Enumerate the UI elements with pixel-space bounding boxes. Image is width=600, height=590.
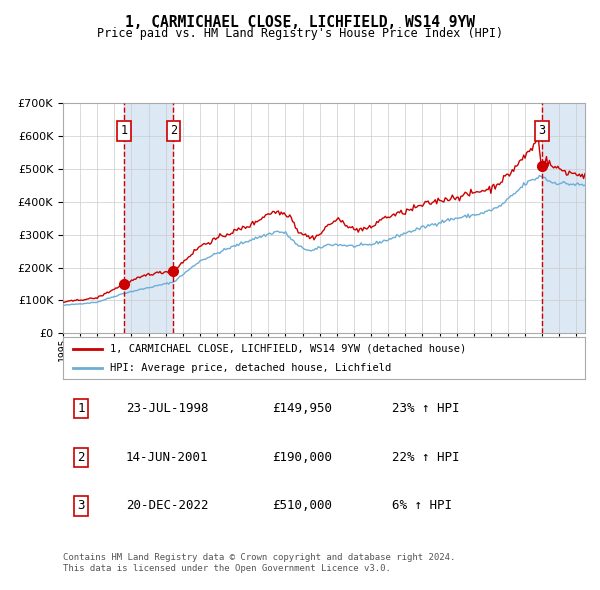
- Text: Contains HM Land Registry data © Crown copyright and database right 2024.: Contains HM Land Registry data © Crown c…: [63, 553, 455, 562]
- Text: 3: 3: [538, 124, 545, 137]
- Bar: [124, 103, 173, 333]
- Text: 2: 2: [170, 124, 177, 137]
- Text: £510,000: £510,000: [272, 499, 332, 513]
- Text: 2: 2: [77, 451, 85, 464]
- Text: £149,950: £149,950: [272, 402, 332, 415]
- Text: 1: 1: [77, 402, 85, 415]
- Text: 23-JUL-1998: 23-JUL-1998: [125, 402, 208, 415]
- Text: 1: 1: [121, 124, 127, 137]
- Text: 1, CARMICHAEL CLOSE, LICHFIELD, WS14 9YW: 1, CARMICHAEL CLOSE, LICHFIELD, WS14 9YW: [125, 15, 475, 30]
- Text: This data is licensed under the Open Government Licence v3.0.: This data is licensed under the Open Gov…: [63, 564, 391, 573]
- Text: Price paid vs. HM Land Registry's House Price Index (HPI): Price paid vs. HM Land Registry's House …: [97, 27, 503, 40]
- Text: £190,000: £190,000: [272, 451, 332, 464]
- Text: 14-JUN-2001: 14-JUN-2001: [125, 451, 208, 464]
- Text: 22% ↑ HPI: 22% ↑ HPI: [392, 451, 460, 464]
- Text: HPI: Average price, detached house, Lichfield: HPI: Average price, detached house, Lich…: [110, 363, 391, 373]
- Text: 20-DEC-2022: 20-DEC-2022: [125, 499, 208, 513]
- Text: 23% ↑ HPI: 23% ↑ HPI: [392, 402, 460, 415]
- Text: 1, CARMICHAEL CLOSE, LICHFIELD, WS14 9YW (detached house): 1, CARMICHAEL CLOSE, LICHFIELD, WS14 9YW…: [110, 343, 466, 353]
- Text: 3: 3: [77, 499, 85, 513]
- Bar: [542, 103, 585, 333]
- Text: 6% ↑ HPI: 6% ↑ HPI: [392, 499, 452, 513]
